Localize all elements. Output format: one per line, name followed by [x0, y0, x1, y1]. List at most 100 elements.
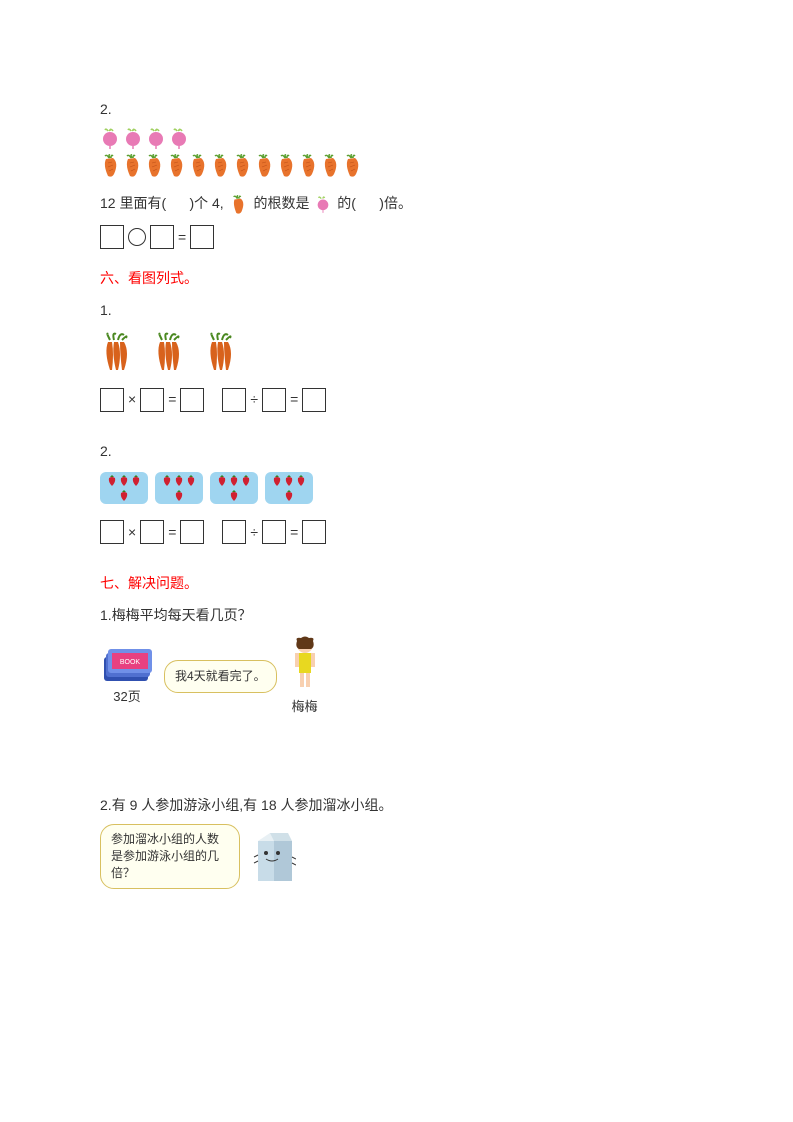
- girl-icon: [287, 635, 323, 691]
- strawberry-icon: [174, 474, 185, 487]
- eq-op: =: [168, 388, 176, 410]
- eq-box[interactable]: [190, 225, 214, 249]
- strawberry-icon: [174, 489, 185, 502]
- carrot-icon: [166, 154, 188, 178]
- eq-op: =: [290, 388, 298, 410]
- s6-q1-number: 1.: [100, 299, 693, 321]
- eq-box[interactable]: [100, 225, 124, 249]
- carrot-icon: [100, 154, 122, 178]
- eq-box[interactable]: [140, 520, 164, 544]
- pages-label: 32页: [113, 687, 140, 708]
- strawberry-icon: [284, 489, 295, 502]
- carrot-icon: [144, 154, 166, 178]
- question-2-visual: 2. 12 里面有( )个 4, 的根数是 的( )倍。 =: [100, 98, 693, 249]
- carrot-bunch-icon: [100, 332, 134, 372]
- strawberry-icon: [217, 474, 228, 487]
- mult-equation: × =: [100, 388, 204, 412]
- strawberry-icon: [296, 474, 307, 487]
- s7-q1-question: 梅梅平均每天看几页？: [112, 607, 252, 623]
- strawberry-icon: [229, 474, 240, 487]
- eq-op: =: [168, 521, 176, 543]
- eq-box[interactable]: [262, 388, 286, 412]
- strawberry-icon: [272, 474, 283, 487]
- radish-icon: [100, 128, 120, 150]
- carrot-icon: [320, 154, 342, 178]
- mult-equation: × =: [100, 520, 204, 544]
- eq-equals: =: [178, 226, 186, 248]
- radish-icon: [123, 128, 143, 150]
- milk-carton-icon: [250, 829, 296, 885]
- strawberry-tile: [265, 472, 313, 504]
- q2-text-4: 的(: [337, 195, 356, 211]
- strawberry-icon: [107, 474, 118, 487]
- section-6-q1: 1. × = ÷ =: [100, 299, 693, 421]
- q2-number: 2.: [100, 98, 693, 120]
- carrot-icon: [188, 154, 210, 178]
- strawberry-icon: [284, 474, 295, 487]
- strawberry-tile: [100, 472, 148, 504]
- speech-bubble: 参加溜冰小组的人数是参加游泳小组的几倍？: [100, 824, 240, 888]
- eq-box[interactable]: [222, 520, 246, 544]
- s7-q2-scene: 参加溜冰小组的人数是参加游泳小组的几倍？: [100, 824, 693, 888]
- strawberry-icon: [131, 474, 142, 487]
- div-equation: ÷ =: [222, 388, 326, 412]
- s7-q2-number: 2.: [100, 797, 112, 813]
- book-icon: BOOK: [100, 645, 154, 685]
- carrot-icon: [230, 195, 248, 215]
- radish-icon: [315, 196, 331, 214]
- q2-text-1: 12 里面有(: [100, 195, 166, 211]
- eq-box[interactable]: [140, 388, 164, 412]
- s7-q1-text: 1.梅梅平均每天看几页？: [100, 604, 693, 626]
- girl-name: 梅梅: [287, 697, 323, 718]
- carrot-icon: [276, 154, 298, 178]
- carrot-row: [100, 154, 693, 178]
- times-op: ×: [128, 521, 136, 543]
- strawberry-icon: [241, 474, 252, 487]
- q2-text-5: )倍。: [379, 195, 412, 211]
- eq-box[interactable]: [302, 520, 326, 544]
- s6-q2-number: 2.: [100, 440, 693, 462]
- div-op: ÷: [250, 388, 258, 410]
- q2-equation: =: [100, 225, 693, 249]
- eq-box[interactable]: [302, 388, 326, 412]
- girl-wrap: 梅梅: [287, 635, 323, 718]
- strawberry-icon: [229, 489, 240, 502]
- q2-blank-1[interactable]: [170, 195, 186, 211]
- book-wrap: BOOK 32页: [100, 645, 154, 708]
- carrot-bunch-icon: [204, 332, 238, 372]
- strawberry-row: [100, 472, 693, 504]
- eq-box[interactable]: [150, 225, 174, 249]
- div-op: ÷: [250, 521, 258, 543]
- strawberry-icon: [119, 474, 130, 487]
- radish-icon: [146, 128, 166, 150]
- carrot-icon: [122, 154, 144, 178]
- strawberry-icon: [186, 474, 197, 487]
- eq-box[interactable]: [180, 388, 204, 412]
- eq-box[interactable]: [180, 520, 204, 544]
- strawberry-tile: [210, 472, 258, 504]
- strawberry-tile: [155, 472, 203, 504]
- s7-q2-text: 2.有 9 人参加游泳小组,有 18 人参加溜冰小组。: [100, 794, 693, 816]
- s6-q2-equations: × = ÷ =: [100, 510, 693, 554]
- s7-q1-scene: BOOK 32页 我4天就看完了。 梅梅: [100, 635, 693, 718]
- bubble-text: 我4天就看完了。: [175, 669, 266, 683]
- q2-text-3: 的根数是: [253, 195, 309, 211]
- section-7-heading: 七、解决问题。: [100, 572, 693, 594]
- strawberry-icon: [119, 489, 130, 502]
- s7-q2-question: 有 9 人参加游泳小组,有 18 人参加溜冰小组。: [112, 797, 393, 813]
- eq-op: =: [290, 521, 298, 543]
- eq-box[interactable]: [262, 520, 286, 544]
- eq-op-circle[interactable]: [128, 228, 146, 246]
- eq-box[interactable]: [100, 520, 124, 544]
- q2-blank-2[interactable]: [360, 195, 376, 211]
- carrot-bunch-icon: [152, 332, 186, 372]
- section-7-q1: 1.梅梅平均每天看几页？ BOOK 32页 我4天就看完了。: [100, 604, 693, 718]
- section-7-q2: 2.有 9 人参加游泳小组,有 18 人参加溜冰小组。 参加溜冰小组的人数是参加…: [100, 794, 693, 889]
- div-equation: ÷ =: [222, 520, 326, 544]
- eq-box[interactable]: [222, 388, 246, 412]
- carrot-icon: [210, 154, 232, 178]
- eq-box[interactable]: [100, 388, 124, 412]
- svg-text:BOOK: BOOK: [120, 659, 141, 666]
- carrot-icon: [254, 154, 276, 178]
- strawberry-icon: [162, 474, 173, 487]
